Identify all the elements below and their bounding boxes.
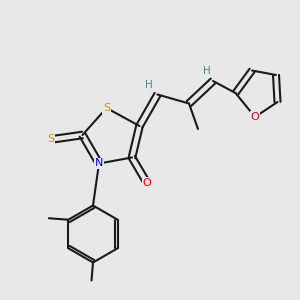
Text: S: S — [103, 103, 110, 113]
Text: O: O — [250, 112, 260, 122]
Text: H: H — [203, 65, 211, 76]
Text: H: H — [145, 80, 152, 91]
Text: N: N — [95, 158, 103, 169]
Text: O: O — [142, 178, 152, 188]
Text: S: S — [47, 134, 55, 145]
